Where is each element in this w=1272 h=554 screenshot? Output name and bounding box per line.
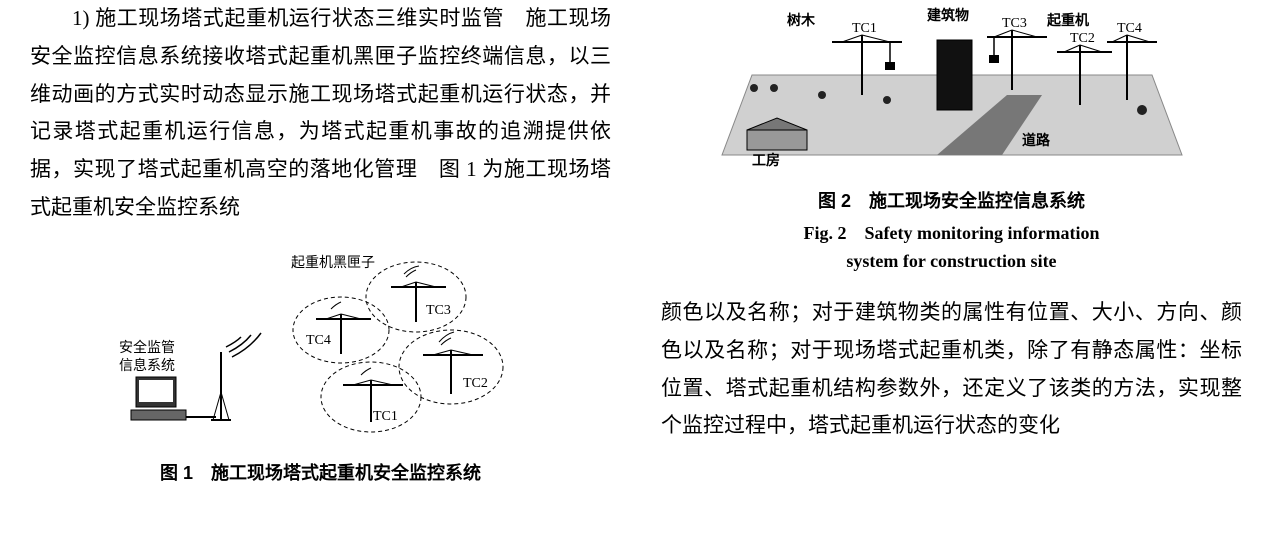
svg-text:信息系统: 信息系统 xyxy=(119,357,175,374)
para-right-1: 颜色以及名称；对于建筑物类的属性有位置、大小、方向、颜色以及名称；对于现场塔式起… xyxy=(661,294,1242,445)
svg-text:TC2: TC2 xyxy=(1070,31,1095,46)
figure-1-svg: 安全监管 信息系统 起重机黑匣子 xyxy=(111,242,531,442)
svg-text:TC1: TC1 xyxy=(852,21,877,36)
svg-text:TC4: TC4 xyxy=(306,333,331,348)
svg-text:TC4: TC4 xyxy=(1117,21,1142,36)
figure-1-caption-cn: 图 1 施工现场塔式起重机安全监控系统 xyxy=(30,459,611,485)
para-1: 1) 施工现场塔式起重机运行状态三维实时监管 施工现场安全监控信息系统接收塔式起… xyxy=(30,0,611,227)
svg-text:起重机: 起重机 xyxy=(1046,12,1089,29)
svg-text:起重机黑匣子: 起重机黑匣子 xyxy=(291,255,375,271)
svg-text:TC2: TC2 xyxy=(463,376,488,391)
figure-1-container: 安全监管 信息系统 起重机黑匣子 xyxy=(30,242,611,485)
svg-text:TC3: TC3 xyxy=(1002,16,1027,31)
figure-2-image: 道路 工房 树木 建筑物 起重机 xyxy=(712,0,1192,175)
svg-text:道路: 道路 xyxy=(1022,132,1051,149)
figure-2-caption-en-1: Fig. 2 Safety monitoring information xyxy=(661,219,1242,245)
svg-text:TC1: TC1 xyxy=(373,409,398,424)
figure-2-caption-en-2: system for construction site xyxy=(661,251,1242,272)
svg-text:建筑物: 建筑物 xyxy=(927,7,969,24)
right-column: 道路 工房 树木 建筑物 起重机 xyxy=(636,0,1272,554)
figure-1-image: 安全监管 信息系统 起重机黑匣子 xyxy=(111,242,531,447)
left-column: 1) 施工现场塔式起重机运行状态三维实时监管 施工现场安全监控信息系统接收塔式起… xyxy=(0,0,636,554)
figure-2-svg: 道路 工房 树木 建筑物 起重机 xyxy=(712,0,1192,170)
svg-text:树木: 树木 xyxy=(787,12,816,29)
svg-text:工房: 工房 xyxy=(752,152,780,169)
figure-2-container: 道路 工房 树木 建筑物 起重机 xyxy=(661,0,1242,272)
svg-text:安全监管: 安全监管 xyxy=(119,339,175,356)
figure-2-caption-cn: 图 2 施工现场安全监控信息系统 xyxy=(661,187,1242,213)
svg-text:TC3: TC3 xyxy=(426,303,451,318)
